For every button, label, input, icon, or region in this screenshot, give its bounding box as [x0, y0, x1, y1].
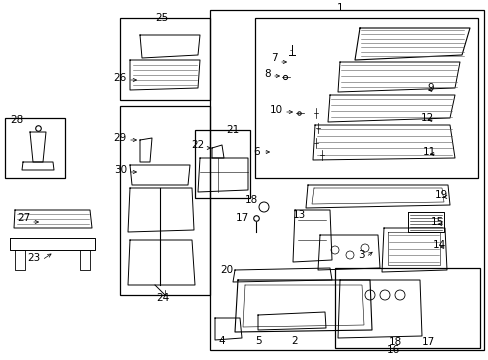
Bar [209, 10, 483, 350]
Bar [5, 118, 65, 178]
Text: 22: 22 [190, 140, 203, 150]
Text: 9: 9 [427, 83, 433, 93]
Text: 7: 7 [271, 53, 278, 63]
Text: 12: 12 [420, 113, 433, 123]
Text: 18: 18 [387, 337, 401, 347]
Text: 11: 11 [422, 147, 435, 157]
Text: 15: 15 [430, 217, 443, 227]
Bar [120, 106, 209, 295]
Text: 21: 21 [226, 125, 239, 135]
Text: 14: 14 [432, 240, 445, 250]
Text: 5: 5 [254, 336, 261, 346]
Text: 24: 24 [156, 293, 169, 303]
Text: 26: 26 [114, 73, 127, 83]
Text: 27: 27 [17, 213, 30, 223]
Text: 17: 17 [421, 337, 434, 347]
Text: 18: 18 [244, 195, 258, 205]
Text: 8: 8 [264, 69, 270, 79]
Text: 4: 4 [218, 336, 225, 346]
Text: 13: 13 [292, 210, 305, 220]
Text: 23: 23 [27, 253, 40, 263]
Text: 28: 28 [10, 115, 23, 125]
Text: 6: 6 [253, 147, 260, 157]
Bar [120, 18, 209, 100]
Text: 20: 20 [220, 265, 232, 275]
Bar [334, 268, 479, 348]
Bar [254, 18, 477, 178]
Text: 17: 17 [235, 213, 248, 223]
Text: 25: 25 [155, 13, 168, 23]
Text: 2: 2 [291, 336, 298, 346]
Text: 1: 1 [336, 3, 343, 13]
Bar [195, 130, 249, 198]
Text: 10: 10 [269, 105, 283, 115]
Text: 30: 30 [114, 165, 127, 175]
Text: 16: 16 [386, 345, 399, 355]
Text: 19: 19 [434, 190, 447, 200]
Text: 29: 29 [114, 133, 127, 143]
Text: 3: 3 [358, 250, 364, 260]
